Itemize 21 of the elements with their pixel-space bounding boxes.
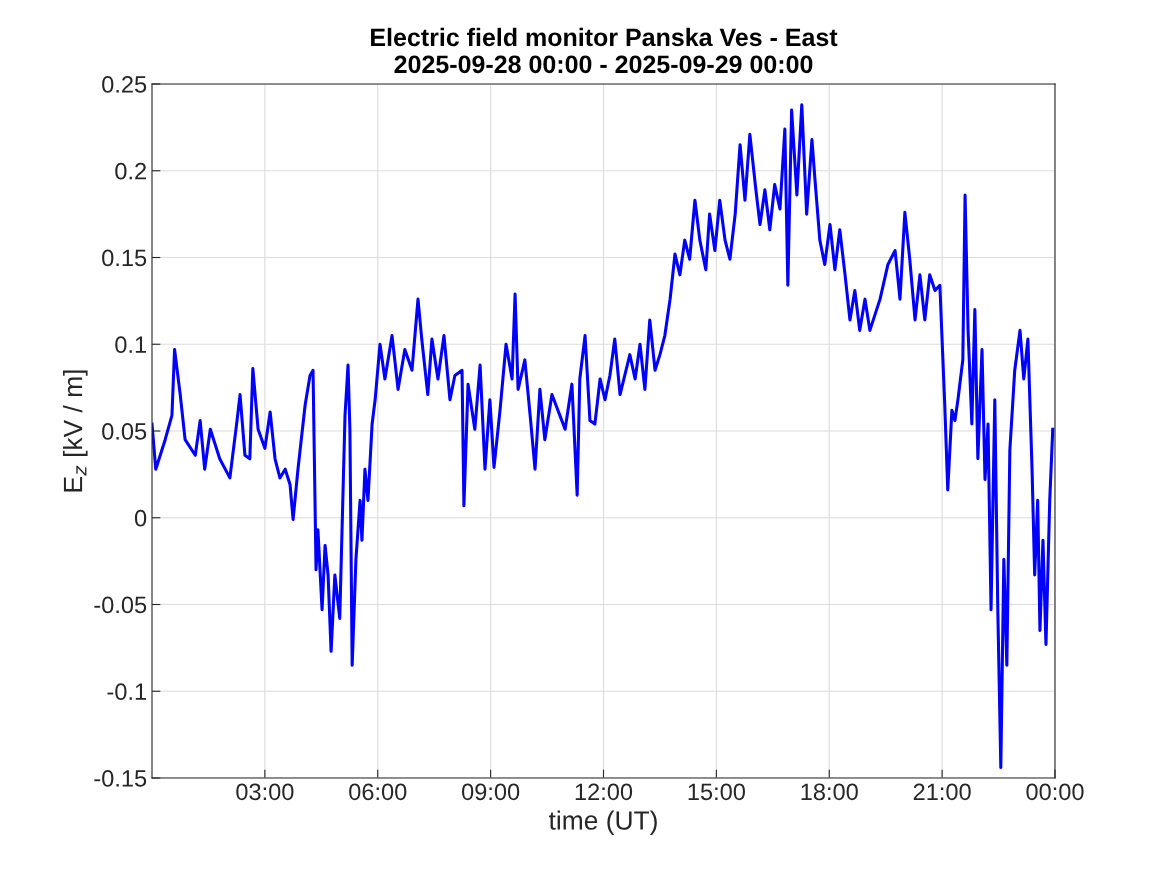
x-axis-title: time (UT) xyxy=(548,810,657,836)
x-tick-label: 18:00 xyxy=(801,783,858,801)
y-tick-label: 0.25 xyxy=(102,76,147,93)
y-tick-label: 0 xyxy=(134,509,147,527)
x-tick-label: 06:00 xyxy=(349,783,407,801)
x-tick-label: 15:00 xyxy=(688,783,745,801)
chart-title: Electric field monitor Panska Ves - East 2025-09-28 00:00 - 2025-09-29 00:00 xyxy=(371,27,838,74)
x-tick-label: 21:00 xyxy=(913,783,971,801)
x-tick-label: 03:00 xyxy=(236,783,294,801)
x-tick-label: 00:00 xyxy=(1026,783,1084,801)
y-tick-label: 0.1 xyxy=(115,336,146,354)
y-axis-title: E$_{z}$ [kV / m] xyxy=(62,370,88,492)
y-tick-label: 0.05 xyxy=(102,423,147,440)
y-tick-label: -0.05 xyxy=(94,596,147,614)
x-tick-label: 12:00 xyxy=(575,783,633,801)
y-tick-label: -0.1 xyxy=(107,683,146,701)
line-series xyxy=(152,103,1055,770)
y-tick-label: -0.15 xyxy=(94,770,147,787)
x-tick-label: 09:00 xyxy=(462,783,520,801)
y-tick-label: 0.2 xyxy=(115,162,146,180)
y-tick-label: 0.15 xyxy=(102,249,147,267)
